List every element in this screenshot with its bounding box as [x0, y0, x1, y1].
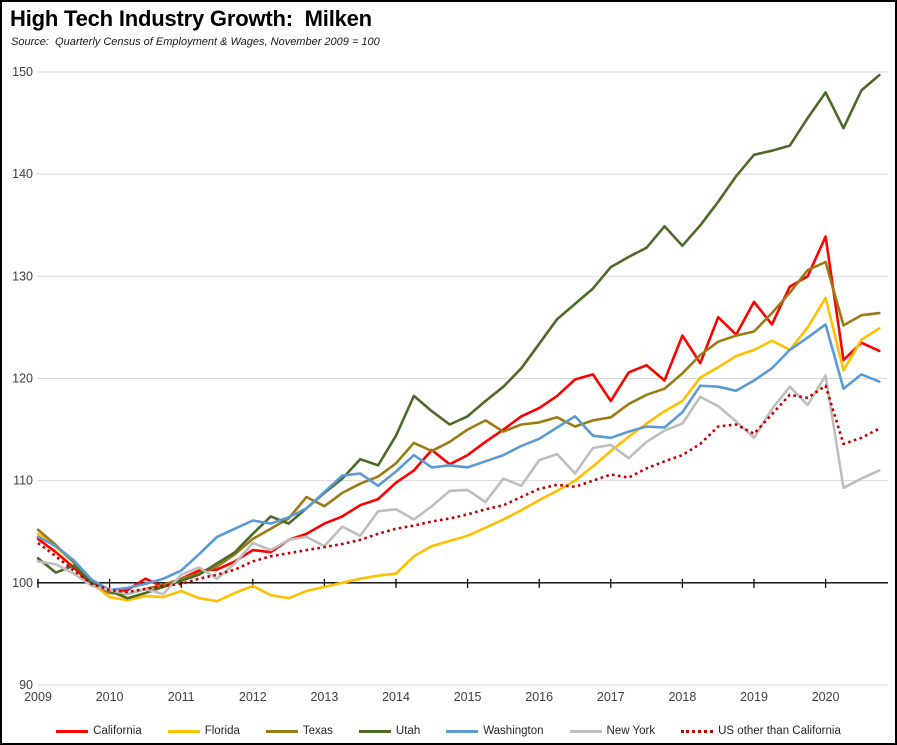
x-axis-label-2018: 2018 — [668, 690, 696, 704]
legend-item-florida: Florida — [167, 725, 240, 737]
series-line-florida — [36, 296, 881, 603]
y-axis-label-90: 90 — [19, 678, 33, 692]
legend-swatch-texas — [265, 729, 298, 733]
legend-item-washington: Washington — [446, 725, 544, 737]
x-axis-label-2020: 2020 — [812, 690, 840, 704]
legend-swatch-us-other-than-california — [681, 729, 714, 733]
x-axis-label-2010: 2010 — [96, 690, 124, 704]
legend-swatch-washington — [446, 729, 479, 733]
legend-label-us-other-than-california: US other than California — [718, 725, 841, 737]
y-axis-label-150: 150 — [12, 65, 33, 79]
y-axis-label-110: 110 — [13, 474, 33, 488]
chart-source-note: Source: Quarterly Census of Employment &… — [11, 36, 380, 48]
x-axis-label-2014: 2014 — [382, 690, 410, 704]
legend-swatch-new-york — [569, 729, 602, 733]
series-line-utah — [36, 73, 881, 600]
x-axis-label-2011: 2011 — [168, 690, 195, 704]
legend-item-california: California — [56, 725, 142, 737]
series-line-us-other-than-california — [37, 384, 880, 594]
legend-swatch-utah — [358, 729, 391, 733]
legend-label-california: California — [93, 725, 142, 737]
y-axis-label-130: 130 — [12, 269, 33, 283]
legend-swatch-california — [56, 729, 89, 733]
legend-item-new-york: New York — [569, 725, 656, 737]
series-line-washington — [36, 323, 881, 592]
legend-label-texas: Texas — [302, 725, 333, 737]
series-line-new-york — [36, 374, 881, 596]
x-axis-label-2019: 2019 — [740, 690, 768, 704]
x-axis-label-2013: 2013 — [310, 690, 338, 704]
y-axis-label-120: 120 — [12, 372, 33, 386]
chart-legend: California Florida Texas Utah Washington New … — [2, 725, 895, 737]
series-line-texas — [36, 260, 881, 596]
legend-item-texas: Texas — [265, 725, 333, 737]
legend-label-washington: Washington — [483, 725, 544, 737]
x-axis-label-2012: 2012 — [239, 690, 267, 704]
legend-item-us-other-than-california: US other than California — [681, 725, 841, 737]
x-axis-label-2009: 2009 — [24, 690, 52, 704]
x-axis-label-2016: 2016 — [525, 690, 553, 704]
y-axis-label-140: 140 — [12, 167, 33, 181]
x-axis-label-2017: 2017 — [597, 690, 625, 704]
chart-title: High Tech Industry Growth: Milken — [10, 6, 372, 31]
legend-item-utah: Utah — [358, 725, 421, 737]
y-axis-label-100: 100 — [12, 576, 33, 590]
x-axis-label-2015: 2015 — [454, 690, 482, 704]
legend-label-utah: Utah — [395, 725, 421, 737]
legend-swatch-florida — [167, 729, 200, 733]
legend-label-florida: Florida — [204, 725, 240, 737]
legend-label-new-york: New York — [606, 725, 656, 737]
